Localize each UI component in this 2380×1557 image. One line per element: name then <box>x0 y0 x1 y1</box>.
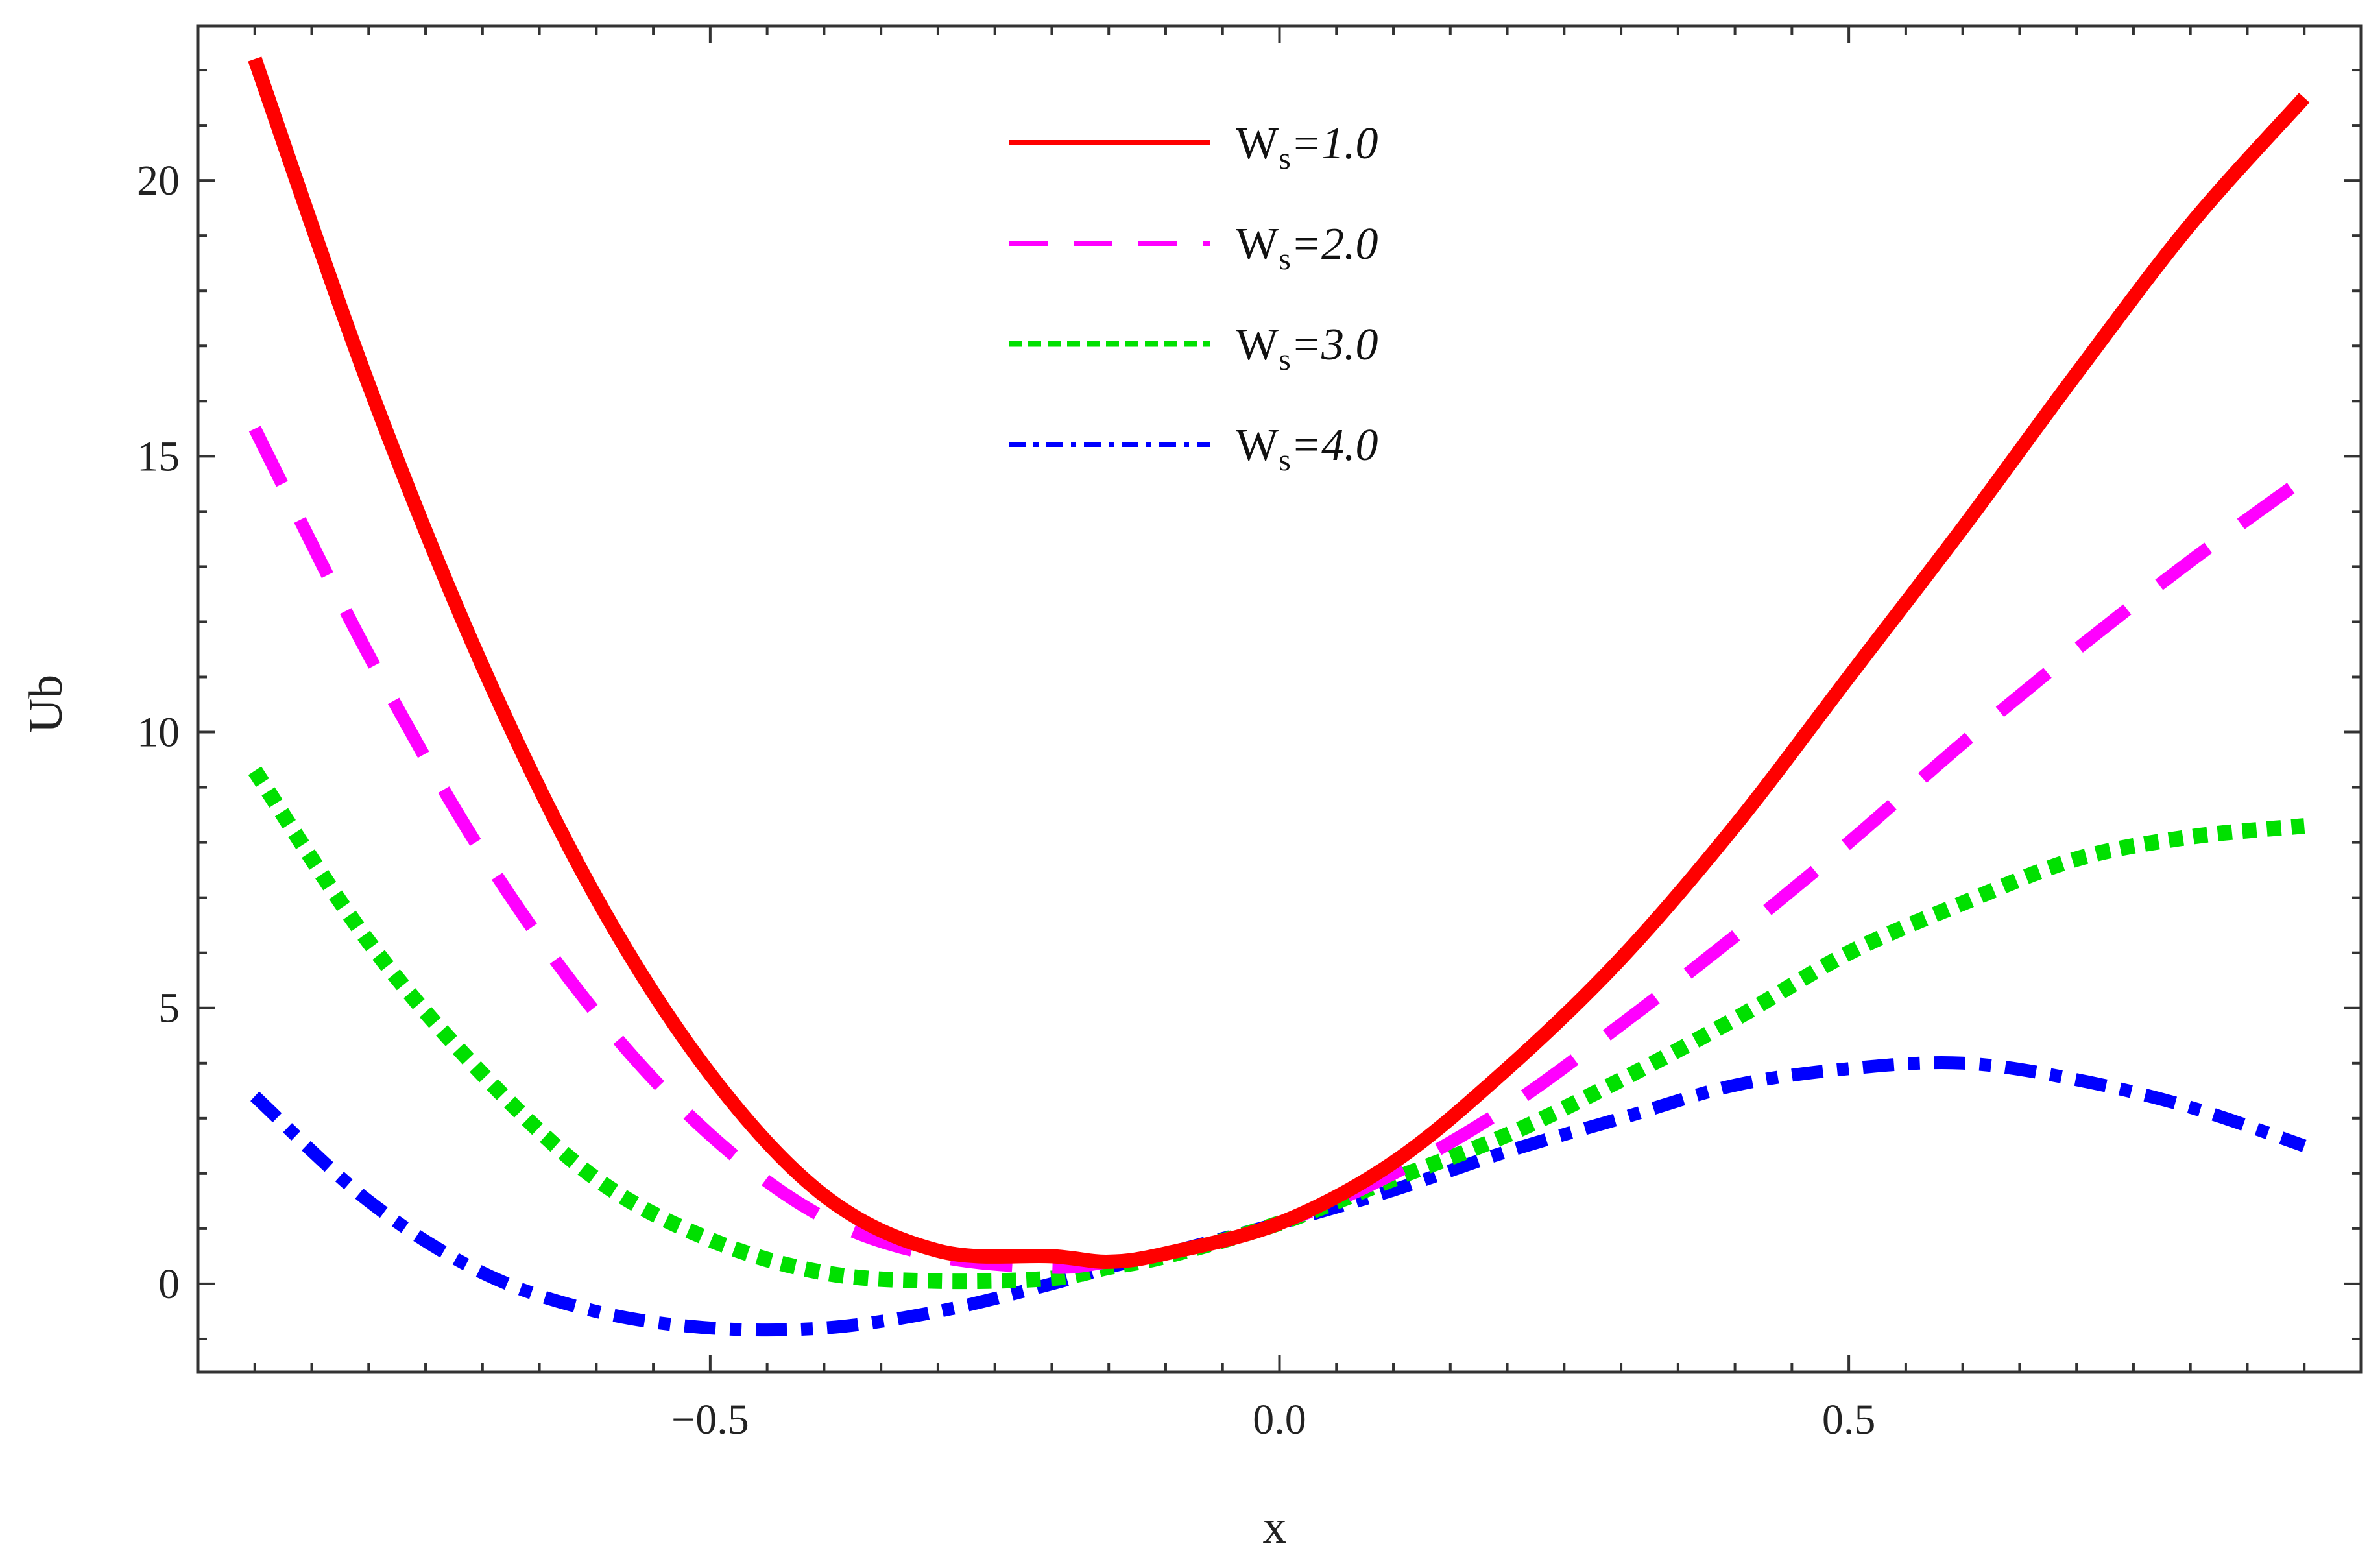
y-tick-label: 5 <box>158 985 180 1032</box>
series-layer <box>248 56 2310 1337</box>
y-tick-label: 10 <box>137 709 180 756</box>
x-tick-label: 0.5 <box>1822 1396 1876 1443</box>
legend-label-ws-2-0: Ws=2.0 <box>1236 219 1378 276</box>
axes-layer: −0.5 0.0 0.5 0 5 10 15 20 <box>137 24 2363 1443</box>
x-tick-label: 0.0 <box>1253 1396 1306 1443</box>
y-tick-label: 0 <box>158 1261 180 1308</box>
legend-label-ws-4-0: Ws=4.0 <box>1236 420 1378 477</box>
legend-label-ws-1-0: Ws=1.0 <box>1236 119 1378 176</box>
y-axis-title: Ub <box>19 675 73 733</box>
series-line-ws-1-0 <box>248 56 2310 1269</box>
series-line-ws-4-0 <box>250 1056 2307 1337</box>
y-tick-label: 15 <box>137 433 180 480</box>
y-tick-label: 20 <box>137 157 180 204</box>
legend: Ws=1.0 Ws=2.0 Ws=3.0 Ws=4.0 <box>1009 119 1378 477</box>
series-line-ws-2-0 <box>248 426 2309 1274</box>
x-axis-title: x <box>1263 1501 1287 1554</box>
series-line-ws-3-0 <box>248 766 2305 1290</box>
x-tick-label: −0.5 <box>671 1396 749 1443</box>
legend-label-ws-3-0: Ws=3.0 <box>1236 320 1378 377</box>
